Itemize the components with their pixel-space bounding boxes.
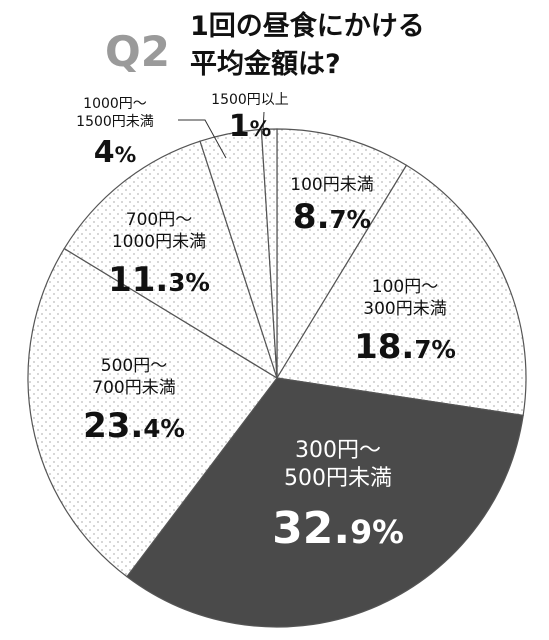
slice-category-label: 1000円〜 [83, 96, 147, 112]
slice-category-label: 1500円以上 [211, 92, 289, 108]
slice-category-label: 100円〜 [372, 277, 438, 297]
slice-category-label: 500円〜 [101, 356, 167, 376]
slice-category-label: 1500円未満 [76, 114, 154, 130]
slice-label: 500円〜700円未満 23.4% [83, 356, 185, 446]
chart-title-line1: 1回の昼食にかける [190, 10, 425, 42]
slice-value-label: 11.3% [108, 260, 210, 300]
slice-value-label: 8.7% [293, 197, 371, 237]
pie-slice [27, 247, 278, 578]
slice-category-label: 500円未満 [284, 466, 392, 491]
pie-slice [276, 128, 408, 381]
slice-value-label: 18.7% [354, 327, 456, 367]
slice-category-label: 100円未満 [290, 175, 373, 195]
pie-slices [27, 128, 527, 628]
leader-lines [178, 111, 265, 159]
slice-category-label: 300円未満 [363, 299, 446, 319]
chart-title-line2: 平均金額は? [190, 48, 341, 80]
slice-label: 1000円〜 1500円未満 4% [76, 96, 154, 170]
slice-value-label: 32.9% [272, 503, 404, 554]
slice-category-label: 1000円未満 [112, 232, 206, 252]
slice-category-label: 700円未満 [92, 378, 175, 398]
slice-label: 700円〜1000円未満 11.3% [108, 210, 210, 300]
question-badge: Q2 [105, 27, 170, 76]
slice-category-label: 300円〜 [295, 438, 381, 463]
slice-value-label: 1% [229, 109, 272, 144]
leader-line [262, 111, 265, 131]
slice-value-label: 23.4% [83, 406, 185, 446]
slice-label: 300円〜 500円未満 32.9% [272, 438, 404, 554]
pie-slice [126, 377, 524, 628]
pie-slice [63, 140, 279, 380]
leader-line [178, 119, 227, 159]
slice-value-label: 4% [94, 135, 137, 170]
pie-slice [276, 164, 527, 417]
slice-label: 100円〜300円未満 18.7% [354, 277, 456, 367]
pie-slice [260, 128, 278, 379]
slice-category-label: 700円〜 [126, 210, 192, 230]
